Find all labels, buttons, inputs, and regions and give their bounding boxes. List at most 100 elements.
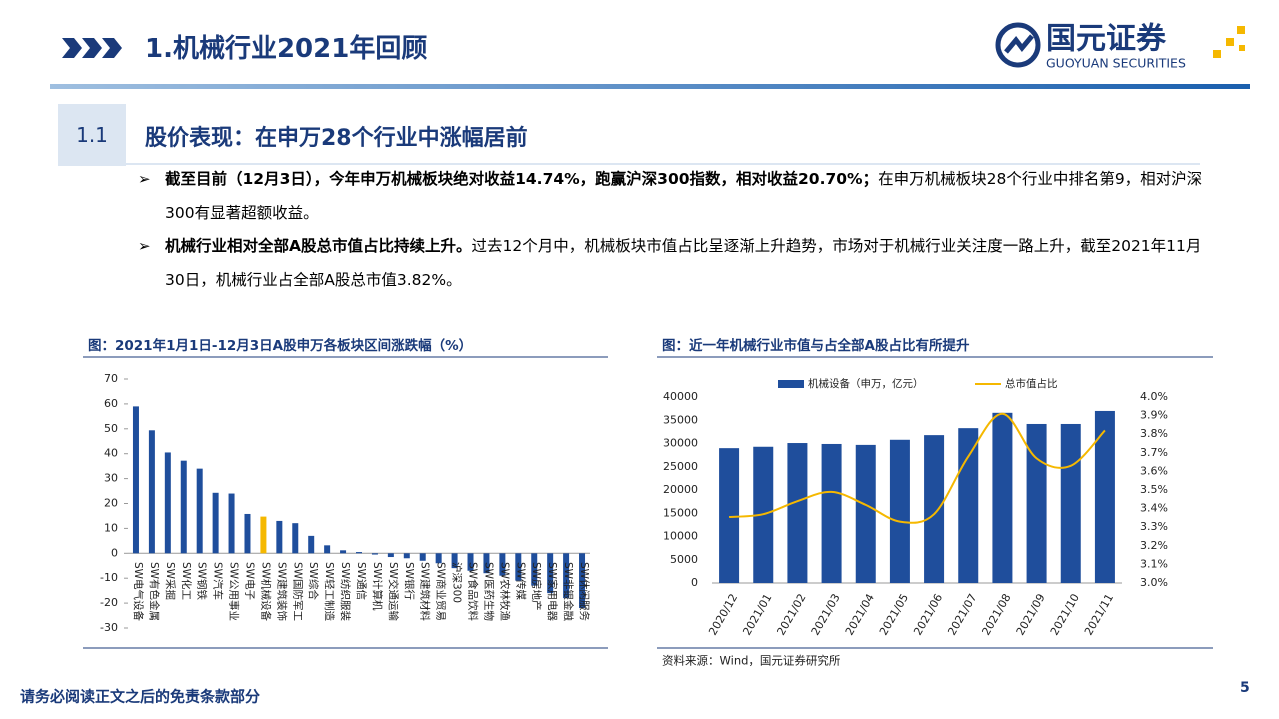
y-tick-label: 50 bbox=[104, 422, 118, 435]
bar bbox=[855, 444, 876, 583]
y2-tick-label: 3.1% bbox=[1140, 557, 1168, 570]
x-tick-label: 2021/07 bbox=[945, 592, 979, 638]
x-tick-label: SW银行 bbox=[403, 562, 416, 601]
x-tick-label: SW电气设备 bbox=[132, 562, 145, 622]
bar bbox=[467, 553, 474, 571]
bar bbox=[196, 468, 203, 554]
section-title: 股价表现：在申万28个行业中涨幅居前 bbox=[145, 126, 528, 151]
x-tick-label: SW轻工制造 bbox=[323, 562, 336, 622]
chart-title: 图：2021年1月1日-12月3日A股申万各板块区间涨跌幅（%） bbox=[88, 337, 472, 354]
y-tick-label: 35000 bbox=[663, 413, 698, 426]
y2-tick-label: 3.9% bbox=[1140, 409, 1168, 422]
y-tick-label: 70 bbox=[104, 372, 118, 385]
y-tick-label: -20 bbox=[100, 596, 118, 609]
logo-subtext: GUOYUAN SECURITIES bbox=[1046, 56, 1186, 71]
bar bbox=[276, 520, 283, 554]
x-tick-label: 2021/11 bbox=[1082, 592, 1116, 638]
y-tick-label: 0 bbox=[691, 576, 698, 589]
x-tick-label: SW医药生物 bbox=[482, 562, 495, 621]
y2-tick-label: 3.0% bbox=[1140, 576, 1168, 589]
logo-dot bbox=[1213, 50, 1221, 58]
bar bbox=[579, 553, 586, 609]
y-tick-label: 40 bbox=[104, 447, 118, 460]
logo-text: 国元证券 bbox=[1046, 22, 1167, 57]
y-tick-label: 5000 bbox=[670, 553, 698, 566]
line bbox=[729, 412, 1106, 524]
bar bbox=[924, 435, 945, 583]
legend-label: 机械设备（申万，亿元） bbox=[808, 377, 924, 390]
x-tick-label: 2020/12 bbox=[706, 592, 740, 638]
bar bbox=[419, 553, 426, 561]
y-tick-label: 60 bbox=[104, 397, 118, 410]
bar bbox=[356, 552, 362, 554]
x-tick-label: SW纺织服装 bbox=[339, 562, 352, 622]
x-tick-label: SW交通运输 bbox=[387, 562, 400, 622]
x-tick-label: SW国防军工 bbox=[291, 562, 304, 621]
bar bbox=[719, 448, 740, 583]
bar bbox=[1094, 410, 1115, 583]
bar bbox=[499, 553, 506, 576]
bar bbox=[148, 430, 155, 554]
x-tick-label: 沪深300 bbox=[451, 562, 464, 603]
bar bbox=[244, 513, 251, 554]
x-tick-label: 2021/04 bbox=[843, 592, 877, 638]
x-tick-label: 2021/06 bbox=[911, 592, 945, 638]
bar bbox=[889, 439, 910, 583]
y-tick-label: 15000 bbox=[663, 506, 698, 519]
bullet-icon: ➢ bbox=[138, 170, 151, 188]
bar bbox=[992, 412, 1013, 583]
bar bbox=[132, 406, 139, 554]
y-tick-label: 10 bbox=[104, 521, 118, 534]
x-tick-label: SW钢铁 bbox=[196, 562, 209, 601]
x-tick-label: SW商业贸易 bbox=[435, 562, 448, 621]
bar bbox=[403, 553, 410, 559]
x-tick-label: 2021/03 bbox=[809, 592, 843, 638]
bar bbox=[164, 452, 171, 554]
bar bbox=[435, 553, 442, 564]
bar bbox=[180, 460, 187, 554]
y-tick-label: 30 bbox=[104, 472, 118, 485]
y-tick-label: 40000 bbox=[663, 390, 698, 403]
y-tick-label: 25000 bbox=[663, 460, 698, 473]
bar bbox=[324, 545, 331, 554]
bar bbox=[821, 443, 842, 583]
x-tick-label: SW汽车 bbox=[212, 562, 225, 600]
x-tick-label: SW建筑装饰 bbox=[275, 562, 288, 621]
bar bbox=[1026, 423, 1047, 583]
chart-source: 资料来源：Wind，国元证券研究所 bbox=[662, 654, 841, 668]
bullet: 截至目前（12月3日），今年申万机械板块绝对收益14.74%，跑赢沪深300指数… bbox=[165, 162, 1205, 230]
header-rule bbox=[50, 84, 1250, 89]
y-tick-label: 10000 bbox=[663, 530, 698, 543]
bar bbox=[260, 516, 267, 554]
x-tick-label: 2021/05 bbox=[877, 592, 911, 638]
x-tick-label: SW建筑材料 bbox=[419, 562, 432, 622]
x-tick-label: SW有色金属 bbox=[148, 562, 161, 621]
logo-icon bbox=[995, 22, 1041, 68]
bullet-text: 在申万机械板块28个行业中排名第9，相对沪深300有显著超额收益。 bbox=[165, 170, 1203, 222]
bar bbox=[371, 553, 378, 555]
bar bbox=[483, 553, 490, 574]
logo-icon bbox=[1004, 34, 1034, 54]
y2-tick-label: 3.8% bbox=[1140, 427, 1168, 440]
y-tick-label: 20 bbox=[104, 497, 118, 510]
bar bbox=[531, 553, 538, 586]
y2-tick-label: 3.4% bbox=[1140, 502, 1168, 515]
bar bbox=[308, 535, 315, 554]
x-tick-label: SW电子 bbox=[243, 562, 256, 600]
bar bbox=[547, 553, 554, 594]
x-tick-label: SW化工 bbox=[180, 562, 193, 600]
y2-tick-label: 3.6% bbox=[1140, 464, 1168, 477]
bar bbox=[515, 553, 522, 581]
disclaimer: 请务必阅读正文之后的免责条款部分 bbox=[20, 688, 260, 706]
x-tick-label: SW非银金融 bbox=[562, 562, 575, 622]
y-tick-label: -30 bbox=[100, 621, 118, 634]
y2-tick-label: 3.7% bbox=[1140, 446, 1168, 459]
x-tick-label: 2021/02 bbox=[775, 592, 809, 638]
x-tick-label: SW传媒 bbox=[514, 562, 527, 601]
x-tick-label: 2021/09 bbox=[1014, 592, 1048, 638]
x-tick-label: SW农林牧渔 bbox=[498, 562, 511, 621]
bar bbox=[340, 550, 347, 554]
y2-tick-label: 3.3% bbox=[1140, 520, 1168, 533]
logo-dot bbox=[1237, 26, 1245, 34]
